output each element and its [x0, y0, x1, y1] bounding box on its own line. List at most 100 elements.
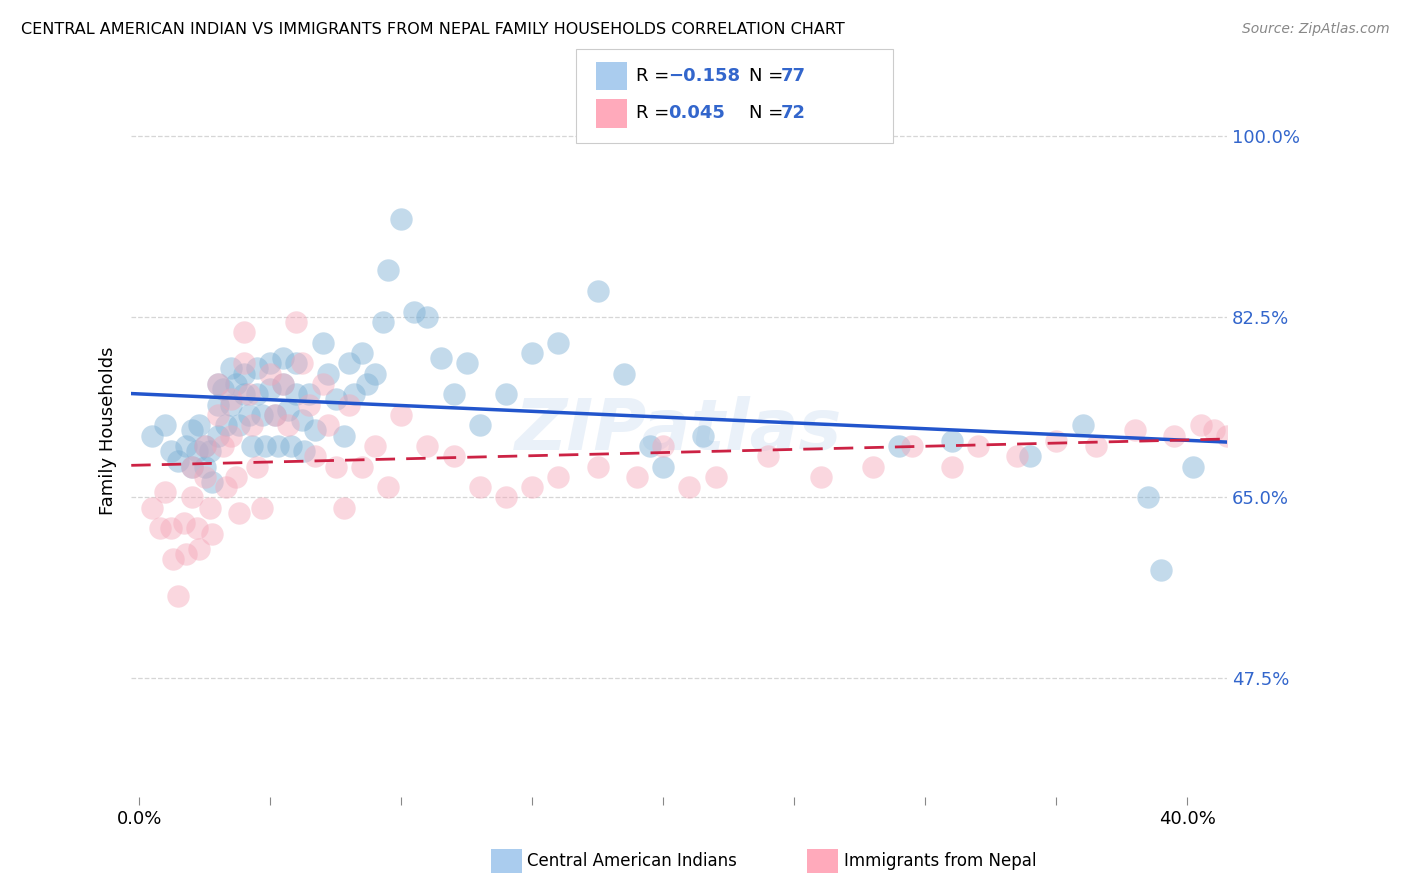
Point	[198, 500, 221, 515]
Text: Central American Indians: Central American Indians	[527, 852, 737, 870]
Point	[252, 500, 274, 515]
Point	[188, 542, 211, 557]
Point	[219, 398, 242, 412]
Point	[1150, 563, 1173, 577]
Point	[377, 263, 399, 277]
Y-axis label: Family Households: Family Households	[100, 346, 117, 515]
Point	[253, 439, 276, 453]
Point	[277, 418, 299, 433]
Point	[1202, 424, 1225, 438]
Point	[240, 418, 263, 433]
Point	[547, 335, 569, 350]
Point	[652, 459, 675, 474]
Point	[233, 387, 256, 401]
Point	[201, 475, 224, 489]
Point	[626, 470, 648, 484]
Point	[214, 418, 236, 433]
Point	[194, 470, 217, 484]
Text: Immigrants from Nepal: Immigrants from Nepal	[844, 852, 1036, 870]
Point	[586, 459, 609, 474]
Text: 0.045: 0.045	[668, 104, 724, 122]
Point	[225, 470, 247, 484]
Point	[246, 361, 269, 376]
Point	[468, 480, 491, 494]
Point	[141, 428, 163, 442]
Text: N =: N =	[749, 104, 789, 122]
Point	[214, 480, 236, 494]
Point	[316, 367, 339, 381]
Point	[141, 500, 163, 515]
Point	[280, 439, 302, 453]
Point	[271, 351, 294, 366]
Point	[167, 454, 190, 468]
Text: 72: 72	[780, 104, 806, 122]
Point	[291, 413, 314, 427]
Point	[443, 449, 465, 463]
Point	[174, 439, 197, 453]
Point	[1216, 428, 1239, 442]
Point	[198, 444, 221, 458]
Point	[228, 418, 250, 433]
Point	[267, 439, 290, 453]
Point	[1045, 434, 1067, 448]
Point	[337, 398, 360, 412]
Point	[162, 552, 184, 566]
Point	[194, 459, 217, 474]
Point	[810, 470, 832, 484]
Point	[207, 428, 229, 442]
Point	[292, 444, 315, 458]
Point	[252, 408, 274, 422]
Point	[416, 310, 439, 324]
Point	[264, 408, 287, 422]
Point	[194, 439, 217, 453]
Point	[522, 346, 544, 360]
Point	[495, 387, 517, 401]
Point	[219, 428, 242, 442]
Point	[704, 470, 727, 484]
Point	[233, 367, 256, 381]
Point	[271, 376, 294, 391]
Text: −0.158: −0.158	[668, 67, 740, 85]
Point	[1137, 491, 1160, 505]
Point	[233, 356, 256, 370]
Point	[311, 335, 333, 350]
Text: N =: N =	[749, 67, 789, 85]
Point	[298, 387, 321, 401]
Point	[238, 408, 260, 422]
Point	[285, 356, 308, 370]
Point	[180, 459, 202, 474]
Point	[364, 367, 387, 381]
Point	[1163, 428, 1185, 442]
Point	[332, 428, 354, 442]
Point	[201, 526, 224, 541]
Point	[332, 500, 354, 515]
Point	[377, 480, 399, 494]
Point	[180, 424, 202, 438]
Point	[364, 439, 387, 453]
Point	[259, 356, 281, 370]
Point	[207, 408, 229, 422]
Point	[356, 376, 378, 391]
Point	[167, 589, 190, 603]
Point	[889, 439, 911, 453]
Text: ZIPatlаs: ZIPatlаs	[516, 396, 842, 465]
Point	[1071, 418, 1094, 433]
Point	[613, 367, 636, 381]
Point	[207, 376, 229, 391]
Point	[350, 459, 373, 474]
Point	[259, 382, 281, 396]
Point	[941, 434, 963, 448]
Point	[186, 444, 208, 458]
Point	[862, 459, 884, 474]
Text: Source: ZipAtlas.com: Source: ZipAtlas.com	[1241, 22, 1389, 37]
Point	[941, 459, 963, 474]
Text: CENTRAL AMERICAN INDIAN VS IMMIGRANTS FROM NEPAL FAMILY HOUSEHOLDS CORRELATION C: CENTRAL AMERICAN INDIAN VS IMMIGRANTS FR…	[21, 22, 845, 37]
Point	[238, 387, 260, 401]
Point	[638, 439, 661, 453]
Point	[325, 459, 347, 474]
Point	[966, 439, 988, 453]
Point	[343, 387, 366, 401]
Point	[1005, 449, 1028, 463]
Point	[271, 376, 294, 391]
Point	[586, 284, 609, 298]
